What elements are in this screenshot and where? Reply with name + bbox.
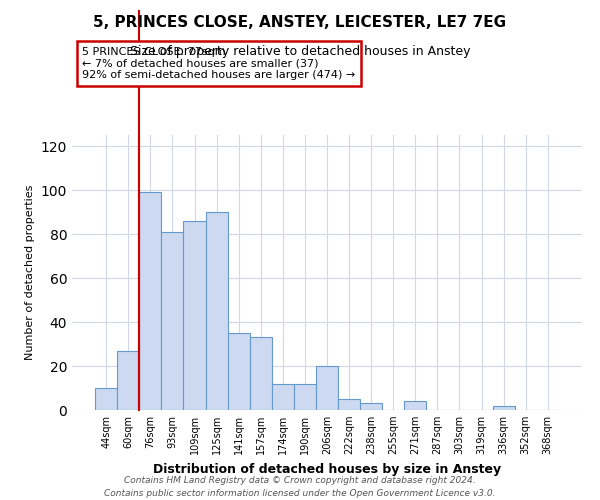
Bar [316, 366, 338, 410]
Bar [206, 212, 227, 410]
Bar [117, 350, 139, 410]
Bar [360, 404, 382, 410]
Bar [294, 384, 316, 410]
Bar [227, 333, 250, 410]
Bar [161, 232, 184, 410]
Text: 5, PRINCES CLOSE, ANSTEY, LEICESTER, LE7 7EG: 5, PRINCES CLOSE, ANSTEY, LEICESTER, LE7… [94, 15, 506, 30]
Bar [404, 401, 427, 410]
Text: Contains public sector information licensed under the Open Government Licence v3: Contains public sector information licen… [104, 488, 496, 498]
Bar [139, 192, 161, 410]
Bar [338, 399, 360, 410]
Text: Contains HM Land Registry data © Crown copyright and database right 2024.: Contains HM Land Registry data © Crown c… [124, 476, 476, 485]
Text: Size of property relative to detached houses in Anstey: Size of property relative to detached ho… [130, 45, 470, 58]
Text: 5 PRINCES CLOSE: 77sqm
← 7% of detached houses are smaller (37)
92% of semi-deta: 5 PRINCES CLOSE: 77sqm ← 7% of detached … [82, 47, 355, 80]
Bar [184, 221, 206, 410]
Y-axis label: Number of detached properties: Number of detached properties [25, 185, 35, 360]
X-axis label: Distribution of detached houses by size in Anstey: Distribution of detached houses by size … [153, 462, 501, 475]
Bar [272, 384, 294, 410]
Bar [95, 388, 117, 410]
Bar [250, 338, 272, 410]
Bar [493, 406, 515, 410]
